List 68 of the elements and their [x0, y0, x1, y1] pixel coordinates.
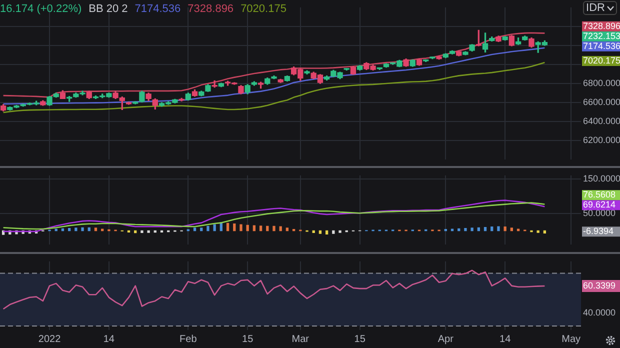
bar — [516, 228, 520, 232]
y-tick-label: 6800.000 — [583, 78, 620, 88]
bar — [246, 224, 249, 232]
y-tick-label: 40.0000 — [583, 307, 616, 318]
annotation: 7174.536 — [134, 3, 181, 15]
bar — [338, 230, 342, 233]
x-tick-label: Apr — [438, 334, 454, 345]
y-tick-label: 150.0000 — [583, 173, 620, 184]
bar — [81, 227, 84, 232]
bar — [536, 230, 540, 233]
text: 7020.175 — [583, 56, 620, 66]
bar — [543, 230, 546, 234]
text: 7174.536 — [583, 40, 620, 51]
bar — [206, 226, 210, 232]
bar — [193, 228, 196, 232]
bar — [497, 226, 500, 232]
annotation: 7328.896 — [188, 3, 234, 15]
bar — [510, 228, 514, 232]
bar — [484, 226, 487, 232]
x-tick-label: 14 — [103, 334, 115, 345]
y-tick-label: 6600.000 — [583, 97, 620, 108]
bar — [266, 226, 269, 232]
bar — [450, 228, 454, 232]
y-tick-label: 6200.000 — [583, 135, 620, 146]
bar — [318, 230, 322, 234]
bar — [332, 230, 335, 234]
bar — [286, 228, 289, 232]
bar — [504, 226, 506, 232]
text: -6.9394 — [583, 226, 614, 236]
x-tick-label: May — [562, 334, 581, 345]
annotation: 16.174 (+0.22%) — [0, 3, 82, 15]
x-tick-label: Mar — [292, 334, 310, 345]
x-tick-label: 14 — [500, 334, 512, 345]
x-tick-label: 15 — [242, 334, 254, 345]
text: 7328.896 — [583, 20, 620, 31]
bar — [101, 228, 104, 232]
bar — [325, 230, 328, 235]
annotation: 7020.175 — [240, 3, 286, 15]
bar — [490, 226, 494, 232]
text: 7232.153 — [583, 30, 620, 41]
bar — [68, 228, 71, 232]
bar — [233, 224, 236, 232]
x-tick-label: 15 — [354, 334, 366, 345]
bar — [140, 230, 144, 233]
text: 76.5608 — [583, 190, 616, 200]
bar — [470, 228, 474, 232]
bar — [213, 224, 216, 232]
bar — [252, 225, 256, 232]
bar — [272, 226, 276, 232]
bar — [312, 230, 315, 233]
text: 69.6214 — [583, 200, 616, 210]
bar — [74, 228, 78, 232]
bar — [94, 228, 98, 232]
bar — [240, 224, 242, 232]
y-axis-title: IDR — [586, 2, 605, 14]
x-tick-label: Feb — [180, 334, 198, 345]
bar — [226, 222, 230, 232]
y-tick-label: 60.3399 — [583, 280, 616, 290]
bar — [200, 228, 203, 232]
x-tick-label: 2022 — [38, 334, 62, 345]
legend-title: BB 20 2 — [88, 3, 128, 15]
candlestick — [212, 80, 218, 88]
bar — [259, 226, 262, 232]
bar — [147, 230, 150, 233]
y-tick-label: 50.0000 — [583, 208, 616, 218]
bar — [54, 228, 58, 232]
bar — [464, 228, 467, 232]
y-tick-label: 6400.000 — [583, 116, 620, 126]
